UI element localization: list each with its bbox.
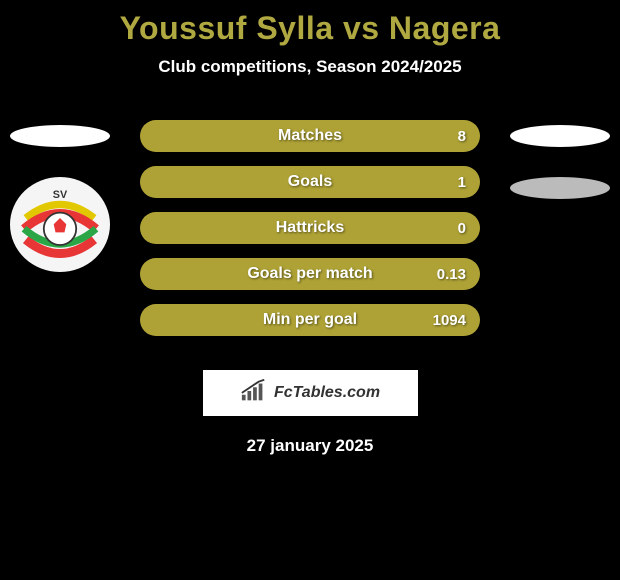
- stat-value: 8: [458, 128, 466, 145]
- right-player-column: [510, 125, 610, 199]
- comparison-card: Youssuf Sylla vs Nagera Club competition…: [0, 0, 620, 580]
- right-shadow-ellipse-2: [510, 177, 610, 199]
- team-logo-icon: SV: [15, 182, 105, 267]
- stat-label: Min per goal: [263, 311, 357, 329]
- bar-chart-icon: [240, 379, 268, 408]
- stat-bar: Hattricks 0: [140, 212, 480, 244]
- stat-bar: Min per goal 1094: [140, 304, 480, 336]
- stat-bar: Goals per match 0.13: [140, 258, 480, 290]
- stat-label: Hattricks: [276, 219, 344, 237]
- stat-value: 0: [458, 220, 466, 237]
- left-shadow-ellipse: [10, 125, 110, 147]
- left-player-column: SV: [10, 125, 110, 272]
- footer-section: FcTables.com 27 january 2025: [0, 350, 620, 456]
- right-shadow-ellipse-1: [510, 125, 610, 147]
- stat-value: 1: [458, 174, 466, 191]
- date-text: 27 january 2025: [0, 436, 620, 456]
- stat-label: Matches: [278, 127, 342, 145]
- branding-badge: FcTables.com: [203, 370, 418, 416]
- subtitle: Club competitions, Season 2024/2025: [0, 57, 620, 77]
- stat-value: 0.13: [437, 266, 466, 283]
- page-title: Youssuf Sylla vs Nagera: [0, 0, 620, 47]
- stat-label: Goals per match: [247, 265, 372, 283]
- stat-bar: Goals 1: [140, 166, 480, 198]
- left-team-logo: SV: [10, 177, 110, 272]
- stat-value: 1094: [433, 312, 466, 329]
- svg-text:SV: SV: [53, 189, 68, 201]
- stat-bar: Matches 8: [140, 120, 480, 152]
- branding-label: FcTables.com: [274, 384, 380, 402]
- stats-panel: Matches 8 Goals 1 Hattricks 0 Goals per match 0…: [140, 120, 480, 336]
- stat-label: Goals: [288, 173, 332, 191]
